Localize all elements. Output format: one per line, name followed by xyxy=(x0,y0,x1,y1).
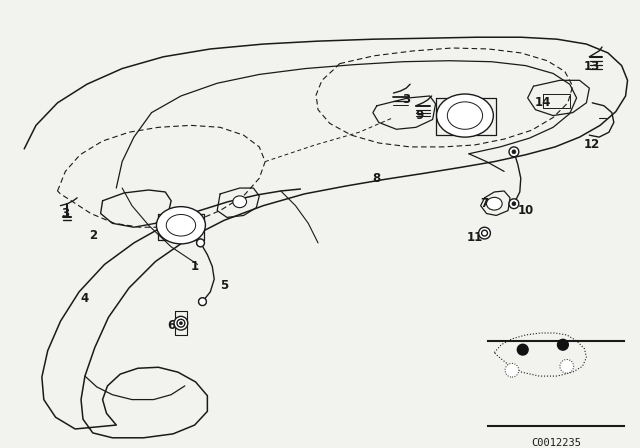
Circle shape xyxy=(509,199,519,209)
Circle shape xyxy=(505,363,519,377)
Ellipse shape xyxy=(233,196,246,207)
Text: 4: 4 xyxy=(81,292,89,305)
Circle shape xyxy=(198,298,206,306)
Text: 1: 1 xyxy=(191,260,198,273)
Ellipse shape xyxy=(436,94,493,137)
Text: 7: 7 xyxy=(481,197,488,210)
Ellipse shape xyxy=(447,102,483,129)
Circle shape xyxy=(517,344,528,355)
Text: 6: 6 xyxy=(167,319,175,332)
Circle shape xyxy=(557,340,568,350)
Circle shape xyxy=(512,202,516,206)
Text: 5: 5 xyxy=(220,280,228,293)
Circle shape xyxy=(179,322,182,325)
Circle shape xyxy=(196,239,204,247)
Text: 11: 11 xyxy=(467,231,483,244)
Text: 14: 14 xyxy=(535,96,552,109)
Circle shape xyxy=(479,227,490,239)
Circle shape xyxy=(174,316,188,330)
Ellipse shape xyxy=(166,215,196,236)
Text: 3: 3 xyxy=(402,93,410,106)
Text: 12: 12 xyxy=(584,138,600,151)
Circle shape xyxy=(509,147,519,157)
Ellipse shape xyxy=(486,198,502,210)
Text: 8: 8 xyxy=(372,172,381,185)
Text: 2: 2 xyxy=(89,228,97,241)
Text: 13: 13 xyxy=(584,60,600,73)
Text: C0012235: C0012235 xyxy=(531,438,581,448)
Circle shape xyxy=(177,319,185,327)
Circle shape xyxy=(196,239,204,247)
Circle shape xyxy=(560,359,573,373)
Circle shape xyxy=(512,150,516,154)
Circle shape xyxy=(482,230,488,236)
Circle shape xyxy=(198,298,206,306)
Ellipse shape xyxy=(156,207,205,244)
Text: 9: 9 xyxy=(416,109,424,122)
Text: 3: 3 xyxy=(61,207,69,220)
Text: 10: 10 xyxy=(518,204,534,217)
